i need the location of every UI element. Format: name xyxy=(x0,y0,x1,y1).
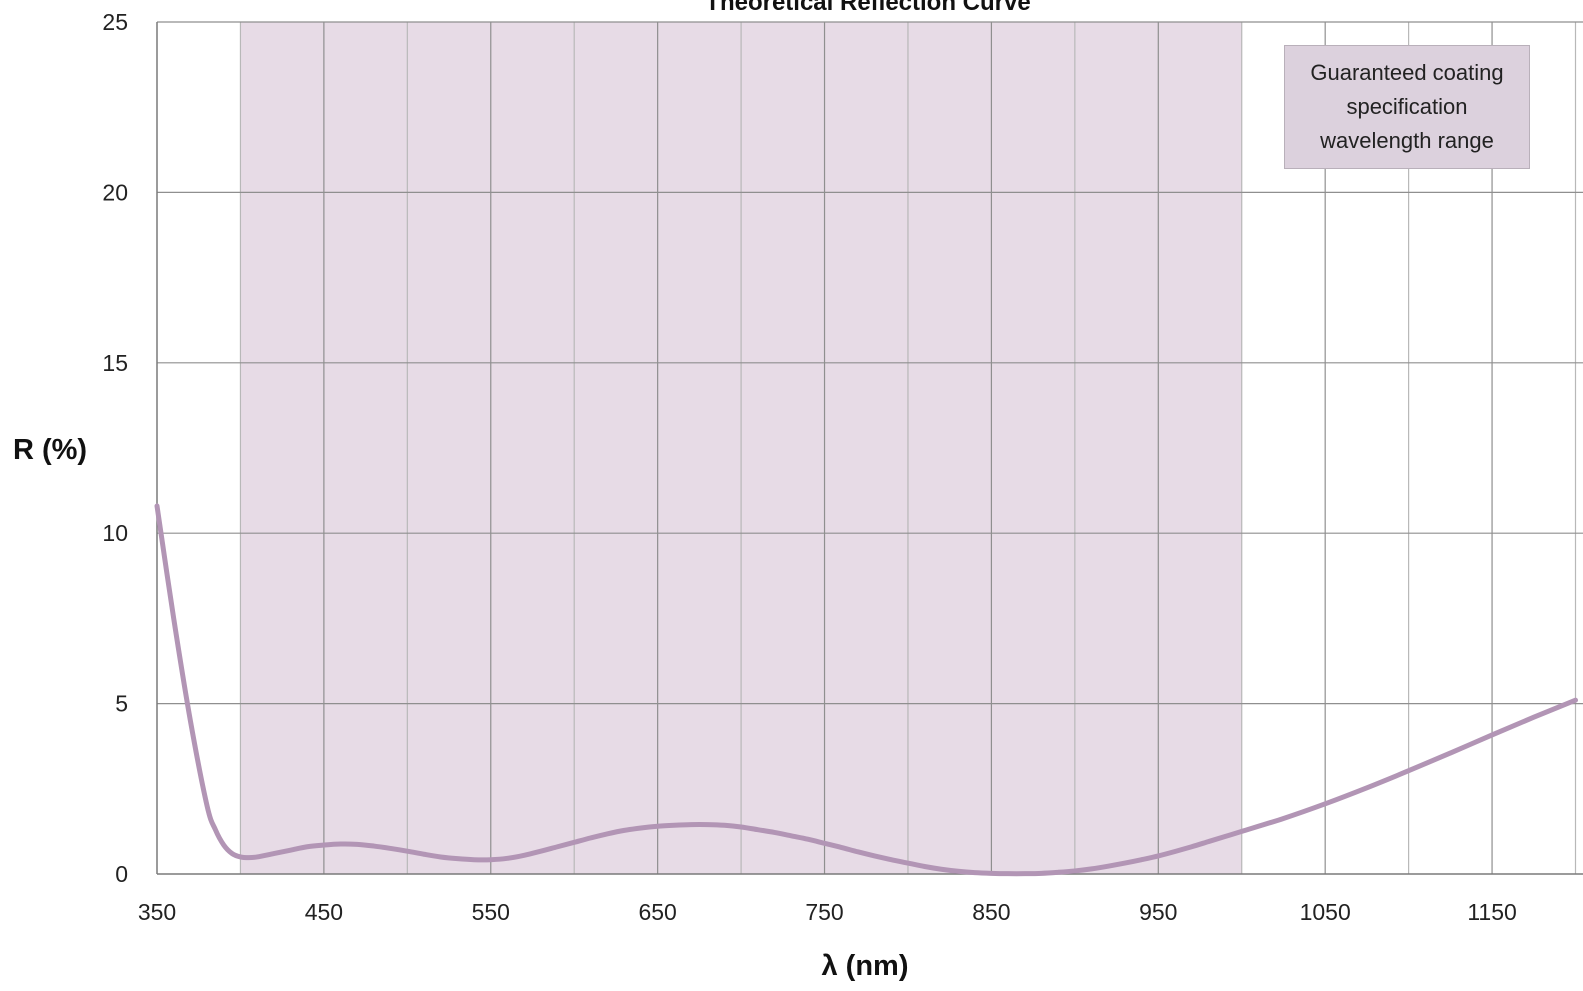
y-tick-label: 25 xyxy=(102,9,128,35)
legend-label: Guaranteed coating specification wavelen… xyxy=(1310,60,1504,153)
chart-title: Theoretical Reflection Curve xyxy=(705,0,1030,16)
y-tick-label: 15 xyxy=(102,350,128,376)
x-tick-label: 850 xyxy=(972,899,1010,925)
grid-layer xyxy=(157,21,1583,874)
x-tick-label: 550 xyxy=(472,899,510,925)
x-tick-label: 450 xyxy=(305,899,343,925)
x-axis-title: λ (nm) xyxy=(822,950,909,982)
series-layer xyxy=(154,503,1578,877)
shaded-region-legend: Guaranteed coating specification wavelen… xyxy=(1284,45,1530,169)
axes-layer xyxy=(156,22,1583,875)
y-tick-label: 20 xyxy=(102,179,128,205)
x-tick-label: 750 xyxy=(805,899,843,925)
y-axis-title: R (%) xyxy=(13,434,87,466)
series-line-0 xyxy=(154,503,1578,877)
y-tick-label: 0 xyxy=(115,861,128,887)
x-tick-label: 650 xyxy=(638,899,676,925)
x-tick-label: 950 xyxy=(1139,899,1177,925)
y-tick-label: 5 xyxy=(115,691,128,717)
tick-labels-layer: 350 450 550 650 750 850 950 1050 1150 0 5 10 15 20 25 xyxy=(102,9,1516,925)
x-tick-label: 1050 xyxy=(1300,899,1351,925)
x-tick-label: 350 xyxy=(138,899,176,925)
y-tick-label: 10 xyxy=(102,520,128,546)
x-tick-label: 1150 xyxy=(1467,899,1516,925)
